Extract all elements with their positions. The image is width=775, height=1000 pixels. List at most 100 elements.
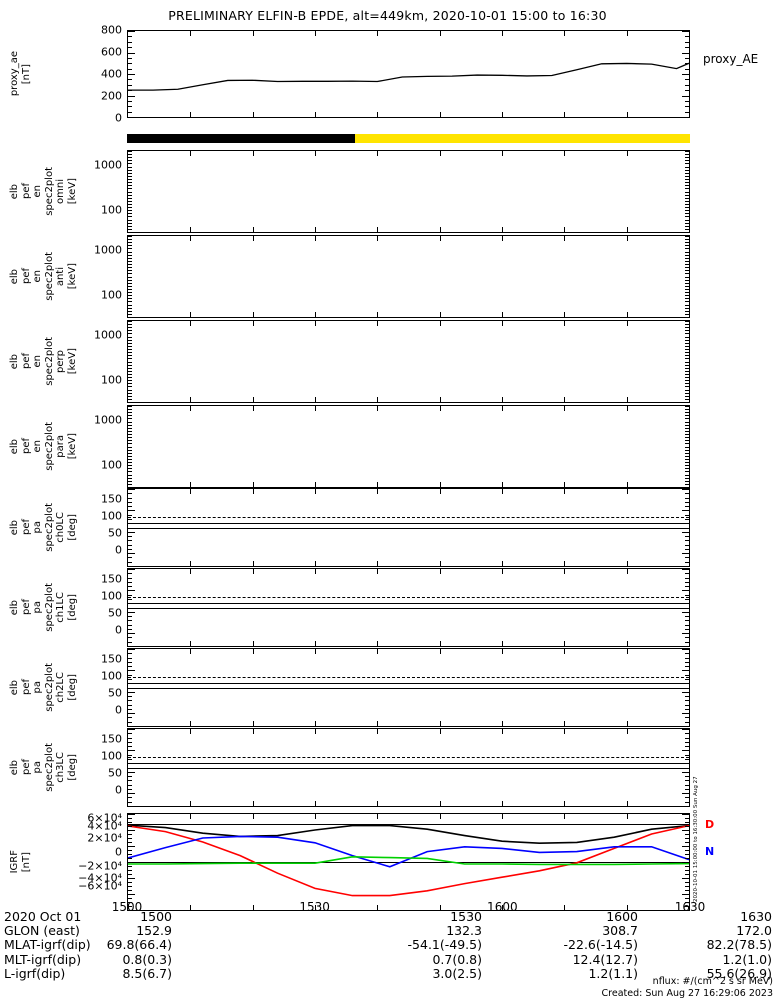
tick-mark-right [685,785,689,786]
tick-mark-right [685,188,689,189]
tick-mark-right [685,154,689,155]
tick-mark-right [685,333,689,334]
tick-mark-right [685,484,689,485]
tick-mark-right [685,717,689,718]
y-axis-label-word: elb [9,599,20,616]
tick-mark-right [685,834,689,835]
footer-cell: 8.5(6.7) [122,965,172,981]
tick-mark-left [128,117,135,118]
tick-mark-left [128,854,132,855]
tick-mark-right [685,298,689,299]
tick-mark-top [440,729,441,734]
tick-mark-right [685,599,689,600]
tick-mark-left [128,305,132,306]
tick-mark-top [190,321,191,326]
y-axis-label-word: spec2plot [43,167,55,216]
legend-proxy-ae: proxy_AE [703,52,759,66]
tick-mark-left [128,258,132,259]
tick-mark-right [685,106,689,107]
tick-mark-left [128,298,132,299]
tick-mark-right [685,239,689,240]
tick-mark-left [128,428,132,429]
tick-mark-right [685,465,689,466]
tick-mark-right [685,428,689,429]
tick-mark-right [685,658,689,659]
y-tick-label: 100 [101,509,122,523]
tick-mark-bottom [315,905,316,910]
tick-mark-left [128,882,132,883]
footer-cell: 0.8(0.3) [122,951,172,967]
tick-mark-left [128,154,132,155]
tick-mark-bottom [190,227,191,232]
tick-mark-right [685,826,689,827]
tick-mark-left [128,340,132,341]
tick-mark-right [685,346,689,347]
reference-line-solid [128,687,689,689]
tick-mark-left [128,846,135,847]
tick-mark-right [685,277,689,278]
tick-mark-right [682,612,689,613]
tick-mark-top [627,406,628,411]
tick-mark-left [128,797,132,798]
y-axis-label-word: [nT] [20,851,32,873]
tick-mark-right [685,409,689,410]
tick-mark-left [128,434,132,435]
tick-mark-left [128,569,135,570]
y-tick-label: 0 [115,845,122,859]
tick-mark-right [685,582,689,583]
tick-mark-right [685,838,689,839]
tick-mark-bottom [440,801,441,806]
tick-mark-left [128,459,132,460]
tick-mark-top [377,151,378,156]
y-axis-label-word: ch2LC [55,672,66,703]
tick-mark-left [128,283,132,284]
tick-mark-bottom [377,397,378,402]
y-tick-label: 150 [101,652,122,666]
tick-mark-left [128,42,132,43]
tick-mark-top [253,406,254,411]
tick-mark-left [128,768,132,769]
tick-mark-left [128,510,135,511]
tick-mark-right [685,425,689,426]
y-tick-label: 150 [101,492,122,506]
tick-mark-right [685,270,689,271]
tick-mark-right [682,590,689,591]
tick-mark-right [685,471,689,472]
tick-mark-right [685,402,689,403]
tick-mark-left [128,662,132,663]
tick-mark-left [128,314,132,315]
tick-mark-left [128,540,132,541]
tick-mark-top [440,151,441,156]
tick-mark-right [685,870,689,871]
tick-mark-right [685,185,689,186]
tick-mark-top [253,569,254,574]
tick-mark-right [685,406,689,407]
reference-line-dashed [128,756,689,758]
tick-mark-right [685,566,689,567]
tick-mark-right [685,374,689,375]
tick-mark-right [682,750,689,751]
tick-mark-left [128,830,135,831]
tick-mark-top [253,31,254,36]
tick-mark-left [128,468,132,469]
tick-mark-left [128,489,135,490]
tick-mark-bottom [502,641,503,646]
footer-cell: 1500 [140,909,172,924]
tick-mark-left [128,633,135,634]
tick-mark-right [685,69,689,70]
tick-mark-left [128,112,132,113]
tick-mark-right [685,317,689,318]
tick-mark-left [128,157,132,158]
tick-mark-right [685,578,689,579]
footer-row: MLAT-igrf(dip) 69.8(66.4) -54.1(-49.5) -22.… [4,938,775,952]
tick-mark-left [128,267,132,268]
tick-mark-left [128,447,132,448]
tick-mark-right [685,453,689,454]
tick-mark-top [315,729,316,734]
tick-mark-left [128,223,132,224]
footer-cell: 3.0(2.5) [432,965,482,981]
panel-inner-pa-ch1lc [128,569,689,646]
status-segment-0 [127,134,355,143]
igrf-series-B_green [128,855,689,866]
tick-mark-right [685,308,689,309]
